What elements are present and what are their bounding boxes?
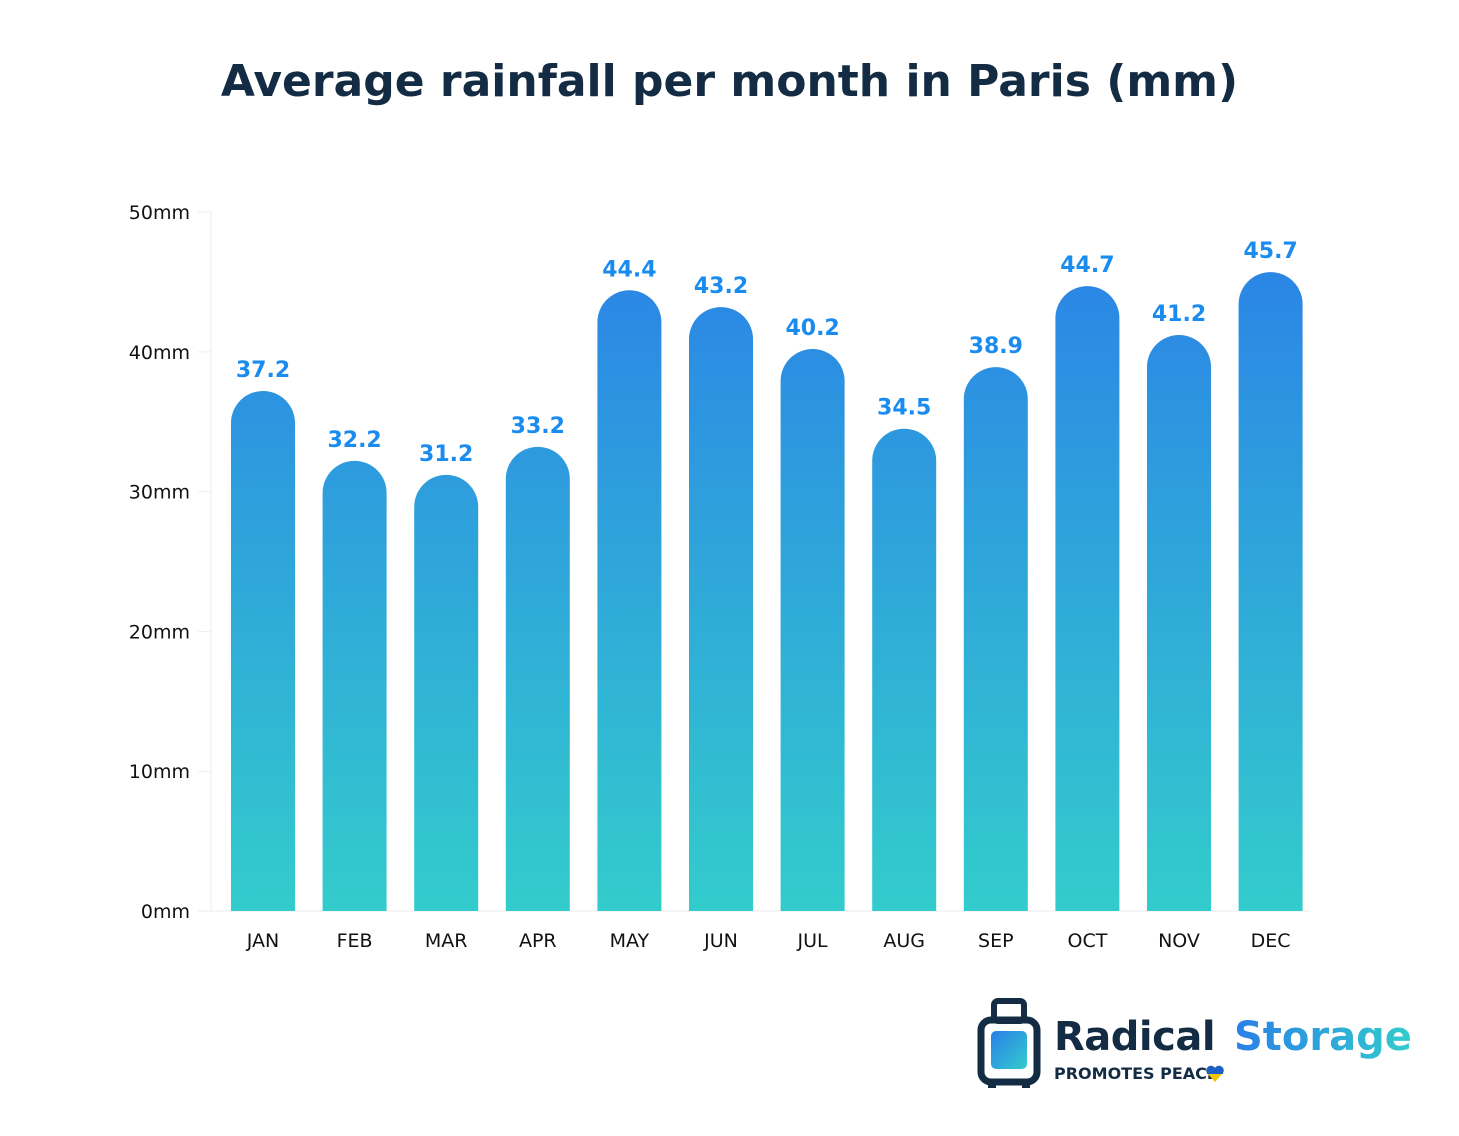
bar-dec (1238, 272, 1303, 911)
x-tick-label: APR (519, 930, 557, 952)
x-tick-label: FEB (337, 930, 373, 952)
data-label: 43.2 (694, 274, 748, 299)
bar-jul (780, 349, 845, 911)
bar-sep (963, 367, 1028, 911)
data-label: 45.7 (1243, 239, 1297, 264)
y-tick-label: 50mm (129, 202, 190, 224)
bar-apr (505, 446, 570, 911)
data-label: 44.4 (602, 257, 656, 282)
data-label: 38.9 (969, 334, 1023, 359)
logo-tagline: PROMOTES PEACE (1054, 1064, 1218, 1083)
logo-text-storage: Storage (1234, 1014, 1412, 1060)
chart-title: Average rainfall per month in Paris (mm) (220, 56, 1239, 107)
bar-aug (872, 428, 937, 911)
data-label: 40.2 (785, 316, 839, 341)
data-label: 37.2 (236, 358, 290, 383)
x-tick-label: MAY (610, 930, 650, 952)
logo-text-radical: Radical (1054, 1014, 1216, 1060)
x-tick-label: MAR (425, 930, 468, 952)
x-tick-label: JUN (703, 930, 738, 952)
suitcase-icon (977, 998, 1041, 1088)
y-tick-label: 0mm (141, 901, 190, 923)
bar-mar (414, 474, 479, 911)
x-tick-label: JUL (797, 930, 829, 952)
bar-jan (231, 390, 295, 912)
data-label: 34.5 (877, 396, 931, 421)
bar-oct (1055, 286, 1120, 911)
data-label: 41.2 (1152, 302, 1206, 327)
bar-nov (1147, 335, 1211, 911)
x-tick-label: NOV (1158, 930, 1200, 952)
data-label: 31.2 (419, 442, 473, 467)
ukraine-heart-icon (1206, 1065, 1224, 1082)
y-tick-label: 10mm (129, 761, 190, 783)
data-label: 32.2 (327, 428, 381, 453)
radical-storage-logo: Radical Storage PROMOTES PEACE (976, 998, 1416, 1090)
bar-feb (322, 460, 387, 911)
x-tick-label: DEC (1251, 930, 1291, 952)
x-tick-label: OCT (1067, 930, 1107, 952)
bar-jun (689, 307, 753, 912)
x-tick-label: SEP (978, 930, 1014, 952)
y-tick-label: 40mm (129, 342, 190, 364)
x-tick-label: JAN (246, 930, 279, 952)
y-tick-label: 20mm (129, 621, 190, 643)
x-tick-label: AUG (883, 930, 925, 952)
bar-may (597, 290, 662, 912)
data-label: 44.7 (1060, 253, 1114, 278)
y-tick-label: 30mm (129, 482, 190, 504)
data-label: 33.2 (511, 414, 565, 439)
